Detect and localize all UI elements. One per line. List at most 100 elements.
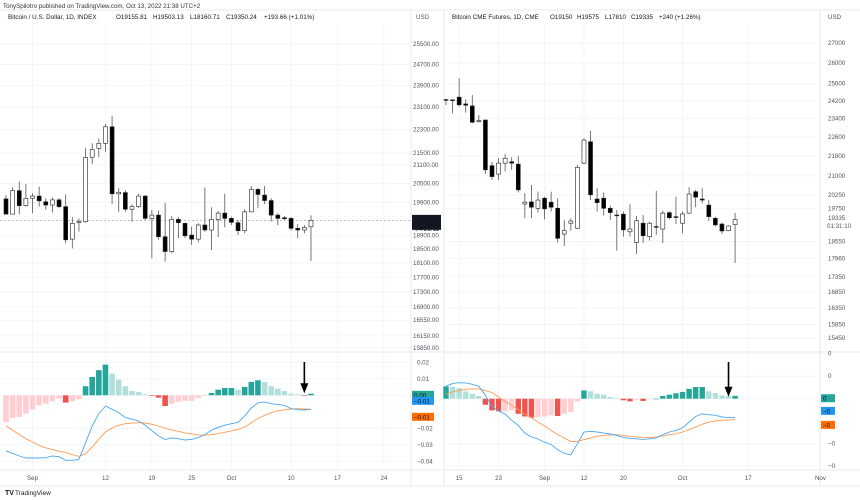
macd-histogram-bar — [248, 381, 255, 396]
candle-body — [456, 96, 462, 106]
candle-body — [16, 190, 22, 206]
right-chart-cme-futures[interactable]: Bitcoin CME Futures, 1D, CME O19150 H195… — [443, 9, 860, 487]
candle — [450, 99, 455, 114]
price-axis-label: 27000 — [828, 40, 846, 47]
time-axis-label: 17 — [334, 475, 341, 482]
candle-body — [282, 217, 287, 220]
last-price-badge — [412, 214, 441, 230]
macd-histogram-bar — [228, 388, 235, 396]
macd-histogram-bar — [241, 386, 248, 396]
price-axis-label: 24200 — [828, 98, 846, 105]
macd-histogram-bar — [23, 395, 29, 414]
candle — [732, 212, 738, 263]
candle-body — [235, 222, 241, 231]
macd-histogram-bar — [554, 398, 561, 417]
right-countdown-label: 01:31:10 — [827, 223, 852, 230]
price-axis-label: 15450 — [828, 335, 846, 342]
candle — [660, 210, 666, 244]
macd-histogram-bar — [548, 398, 554, 416]
candle-body — [3, 198, 9, 215]
candle — [535, 191, 541, 213]
macd-histogram-bar — [541, 398, 548, 417]
tradingview-logo-text: TradingView — [15, 490, 51, 497]
price-axis-label: 23400 — [828, 116, 846, 123]
candle-body — [647, 222, 652, 237]
macd-histogram-bar — [509, 398, 515, 411]
time-axis-label: 25 — [188, 475, 195, 482]
macd-axis-label: 0.02 — [417, 359, 430, 366]
candle — [542, 196, 547, 220]
candle-body — [732, 219, 738, 225]
macd-histogram-bar — [122, 386, 129, 396]
macd-histogram-bar — [443, 386, 449, 399]
candle — [202, 187, 208, 232]
macd-histogram-bar — [666, 394, 673, 399]
macd-histogram-bar — [482, 398, 489, 405]
macd-axis-label: −0.03 — [417, 442, 433, 449]
time-axis-label: Nov — [815, 475, 827, 482]
candle-body — [627, 228, 633, 233]
left-last-price-label: 19350.24 — [414, 219, 441, 226]
price-axis-label: 17700.00 — [413, 274, 439, 281]
price-axis-label: 22300.00 — [413, 127, 439, 134]
right-open: O19150 — [550, 14, 573, 21]
candle-body — [222, 212, 228, 219]
candle — [302, 224, 307, 234]
candle-body — [614, 214, 620, 217]
candle-body — [450, 99, 455, 101]
macd-histogram-bar — [29, 395, 36, 410]
candle-body — [515, 163, 521, 191]
candle — [255, 188, 261, 209]
left-chart-btcusd-index[interactable]: Bitcoin / U.S. Dollar, 1D, INDEX O19155.… — [0, 9, 442, 487]
candle-body — [693, 191, 698, 198]
macd-histogram-bar — [56, 395, 62, 399]
candle — [209, 207, 214, 251]
macd-histogram-bar — [528, 398, 535, 418]
candle — [713, 216, 718, 227]
macd-histogram-bar — [581, 390, 587, 399]
time-axis-label: 12 — [581, 475, 588, 482]
price-axis-label: 21800 — [828, 153, 846, 160]
candle — [588, 130, 593, 201]
candle-body — [182, 223, 188, 237]
price-axis-label: 20500.00 — [413, 180, 439, 187]
candle — [76, 218, 82, 232]
macd-axis-label: 0 — [828, 373, 832, 380]
candle — [136, 193, 141, 209]
macd-histogram-bar — [235, 389, 241, 396]
candle-body — [209, 219, 214, 231]
candle — [16, 181, 22, 215]
candle — [156, 210, 161, 240]
macd-value-badge-bg — [412, 396, 434, 405]
candle — [476, 114, 482, 123]
candle — [129, 204, 135, 222]
candle-body — [189, 234, 194, 240]
macd-histogram-bar — [489, 398, 495, 411]
candle-body — [469, 105, 475, 123]
candle-body — [215, 212, 221, 220]
macd-line — [5, 401, 312, 461]
macd-histogram-bar — [495, 398, 502, 412]
candle-body — [229, 218, 234, 223]
candle-body — [76, 221, 82, 223]
macd-histogram-bar — [16, 395, 23, 417]
tradingview-logo[interactable]: TV TradingView — [5, 490, 51, 497]
candle — [456, 78, 462, 107]
candle — [3, 195, 9, 215]
candle-body — [542, 197, 547, 210]
price-axis-label: 21000 — [828, 173, 846, 180]
macd-histogram-bar — [162, 395, 168, 407]
candle-body — [509, 161, 515, 164]
candle — [176, 217, 181, 239]
macd-histogram-badge: 0.00 — [414, 392, 427, 399]
macd-histogram-bar — [725, 396, 732, 399]
macd-histogram-bar — [476, 396, 482, 399]
candle — [667, 211, 672, 220]
time-axis-label: 17 — [745, 475, 752, 482]
candle — [249, 185, 254, 213]
candle — [23, 184, 29, 207]
macd-histogram-bar — [301, 395, 308, 396]
candle-body — [634, 220, 639, 243]
right-chart-title: Bitcoin CME Futures, 1D, CME — [452, 14, 539, 21]
